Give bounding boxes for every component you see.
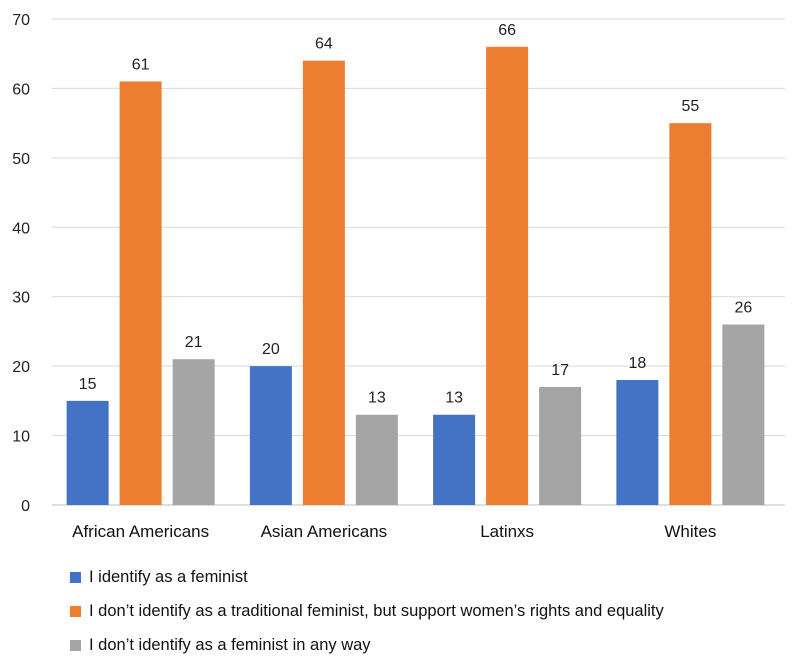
legend-swatch bbox=[70, 639, 81, 651]
data-label: 17 bbox=[551, 362, 569, 379]
data-label: 21 bbox=[185, 334, 203, 351]
legend: I identify as a feminist I don’t identify… bbox=[70, 560, 664, 662]
data-label: 20 bbox=[262, 341, 280, 358]
bars bbox=[66, 46, 765, 506]
bar bbox=[355, 414, 398, 505]
data-label: 61 bbox=[132, 56, 150, 73]
data-labels: 15 61 21 20 64 13 13 66 17 18 55 26 bbox=[79, 22, 753, 407]
y-tick-label: 50 bbox=[12, 151, 30, 168]
bar bbox=[433, 414, 476, 505]
data-label: 66 bbox=[498, 22, 516, 39]
x-category-label: African Americans bbox=[72, 522, 209, 541]
data-label: 18 bbox=[628, 355, 646, 372]
y-tick-label: 20 bbox=[12, 359, 30, 376]
x-category-label: Asian Americans bbox=[261, 522, 388, 541]
y-axis-ticks: 0 10 20 30 40 50 60 70 bbox=[12, 12, 30, 515]
bar bbox=[616, 380, 659, 505]
y-tick-label: 10 bbox=[12, 429, 30, 446]
y-tick-label: 60 bbox=[12, 81, 30, 98]
y-tick-label: 40 bbox=[12, 220, 30, 237]
bar bbox=[486, 46, 529, 506]
data-label: 15 bbox=[79, 376, 97, 393]
bar bbox=[722, 324, 765, 505]
bar bbox=[119, 81, 162, 505]
chart: 0 10 20 30 40 50 60 70 15 61 21 20 64 13 13 66 17 18 55 26… bbox=[12, 12, 785, 541]
data-label: 55 bbox=[681, 98, 699, 115]
legend-swatch bbox=[70, 571, 81, 583]
x-category-label: Latinxs bbox=[480, 522, 534, 541]
bar bbox=[172, 359, 215, 505]
y-tick-label: 70 bbox=[12, 12, 30, 29]
legend-item: I don’t identify as a traditional femini… bbox=[70, 594, 664, 628]
x-axis-categories: African Americans Asian Americans Latinxs W… bbox=[72, 522, 716, 541]
legend-item: I identify as a feminist bbox=[70, 560, 664, 594]
data-label: 13 bbox=[445, 390, 463, 407]
bar bbox=[249, 366, 292, 505]
data-label: 26 bbox=[734, 299, 752, 316]
data-label: 64 bbox=[315, 36, 333, 53]
data-label: 13 bbox=[368, 390, 386, 407]
y-tick-label: 0 bbox=[21, 498, 30, 515]
legend-label: I don’t identify as a traditional femini… bbox=[89, 601, 664, 620]
legend-swatch bbox=[70, 605, 81, 617]
bar bbox=[302, 60, 345, 506]
bar bbox=[539, 386, 582, 505]
legend-item: I don’t identify as a feminist in any wa… bbox=[70, 628, 664, 662]
legend-label: I don’t identify as a feminist in any wa… bbox=[89, 635, 371, 654]
y-tick-label: 30 bbox=[12, 290, 30, 307]
bar bbox=[66, 400, 109, 505]
x-category-label: Whites bbox=[664, 522, 716, 541]
legend-label: I identify as a feminist bbox=[89, 567, 248, 586]
bar bbox=[669, 123, 712, 506]
